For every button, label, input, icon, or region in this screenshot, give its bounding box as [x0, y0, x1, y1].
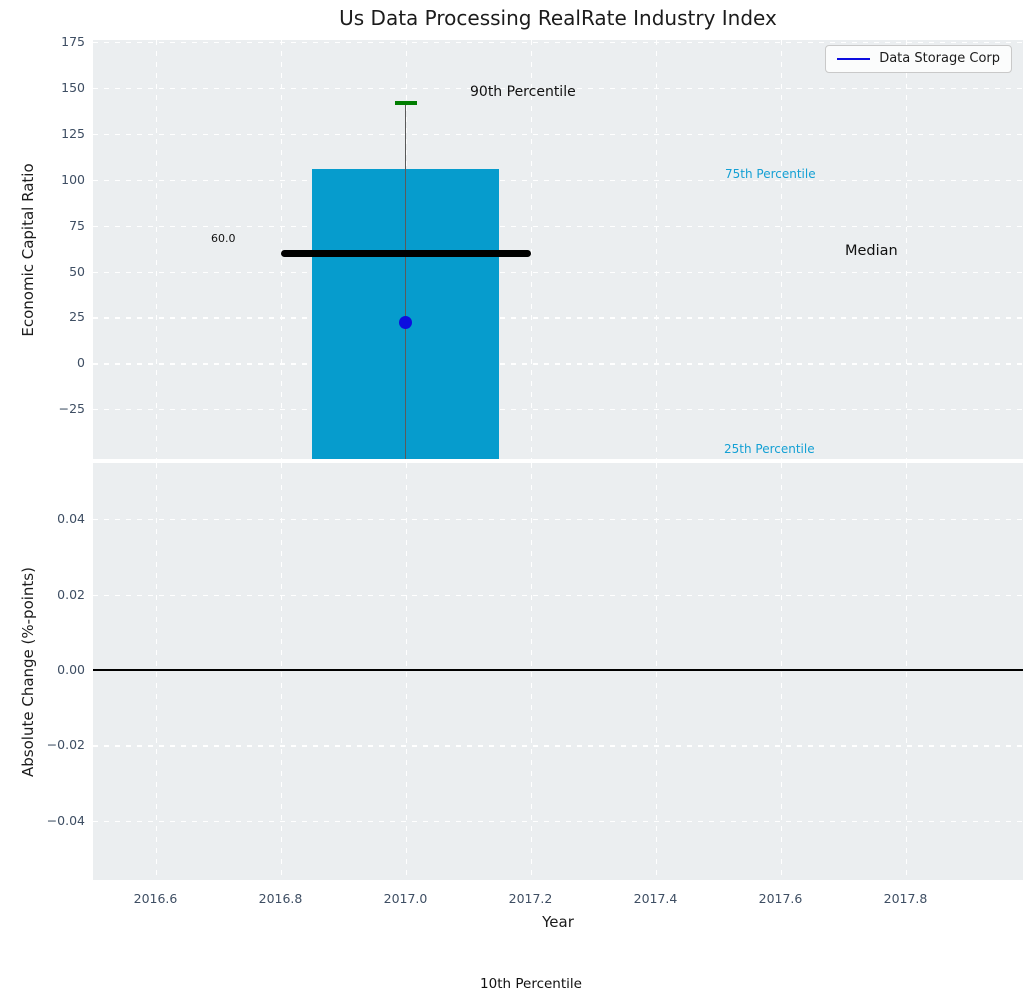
chart-title: Us Data Processing RealRate Industry Ind… [339, 6, 777, 30]
y-tick-label: −0.04 [46, 812, 85, 828]
y-tick-label: 25 [69, 309, 85, 325]
y-tick-label: 0.04 [57, 511, 85, 527]
y-tick-label: 0.02 [57, 586, 85, 602]
annotation-75th-percentile: 75th Percentile [725, 167, 816, 181]
legend-line-icon [837, 57, 871, 61]
y-tick-label: 75 [69, 217, 85, 233]
gridline-v [405, 463, 407, 880]
y-tick-label: 125 [61, 125, 85, 141]
annotation-median: Median [845, 243, 898, 259]
whisker-line [404, 102, 407, 459]
x-axis-label: Year [542, 913, 574, 931]
y-tick-label: 50 [69, 263, 85, 279]
gridline-v [280, 40, 282, 459]
gridline-v [905, 463, 907, 880]
bottom-axes [93, 463, 1023, 880]
gridline-v [655, 40, 657, 459]
gridline-h [93, 317, 1023, 319]
legend: Data Storage Corp [825, 45, 1012, 73]
legend-label: Data Storage Corp [879, 51, 1000, 66]
gridline-h [93, 87, 1023, 90]
gridline-h [93, 594, 1023, 596]
x-tick-label: 2017.8 [883, 891, 928, 906]
gridline-h [93, 42, 1023, 44]
gridline-h [93, 519, 1023, 521]
y-tick-label: 150 [61, 79, 85, 95]
gridline-v [280, 463, 282, 880]
gridline-v [905, 40, 907, 459]
x-tick-label: 2016.6 [133, 891, 178, 906]
y-tick-label: 100 [61, 171, 85, 187]
gridline-h [93, 271, 1023, 273]
x-tick-label: 2017.6 [758, 891, 803, 906]
gridline-h [93, 745, 1023, 747]
x-tick-label: 2016.8 [258, 891, 303, 906]
gridline-v [780, 463, 782, 880]
gridline-h [93, 409, 1023, 411]
gridline-v [655, 463, 657, 880]
top-axes: 90th Percentile 75th Percentile Median 2… [93, 40, 1023, 459]
x-tick-label: 2017.4 [633, 891, 678, 906]
annotation-10th-percentile: 10th Percentile [480, 976, 582, 992]
p90-whisker-cap [394, 100, 417, 105]
zero-reference-line [93, 669, 1023, 671]
gridline-v [530, 40, 532, 459]
y-tick-label: −25 [58, 401, 85, 417]
annotation-25th-percentile: 25th Percentile [724, 442, 815, 456]
gridline-v [155, 40, 157, 459]
gridline-h [93, 179, 1023, 181]
gridline-v [155, 463, 157, 880]
y-tick-label: 0.00 [57, 662, 85, 677]
x-tick-label: 2017.2 [508, 891, 553, 906]
gridline-v [530, 463, 532, 880]
y-tick-label: 175 [61, 34, 85, 49]
gridline-h [93, 820, 1023, 823]
y-tick-label: −0.02 [46, 737, 85, 753]
annotation-90th-percentile: 90th Percentile [470, 84, 576, 100]
median-value-label: 60.0 [211, 232, 236, 245]
x-tick-label: 2017.0 [383, 891, 428, 906]
company-data-point [399, 316, 412, 330]
median-line [280, 249, 531, 257]
gridline-h [93, 225, 1023, 227]
gridline-v [780, 40, 782, 459]
gridline-h [93, 363, 1023, 365]
gridline-h [93, 133, 1023, 136]
y-tick-label: 0 [77, 355, 85, 371]
